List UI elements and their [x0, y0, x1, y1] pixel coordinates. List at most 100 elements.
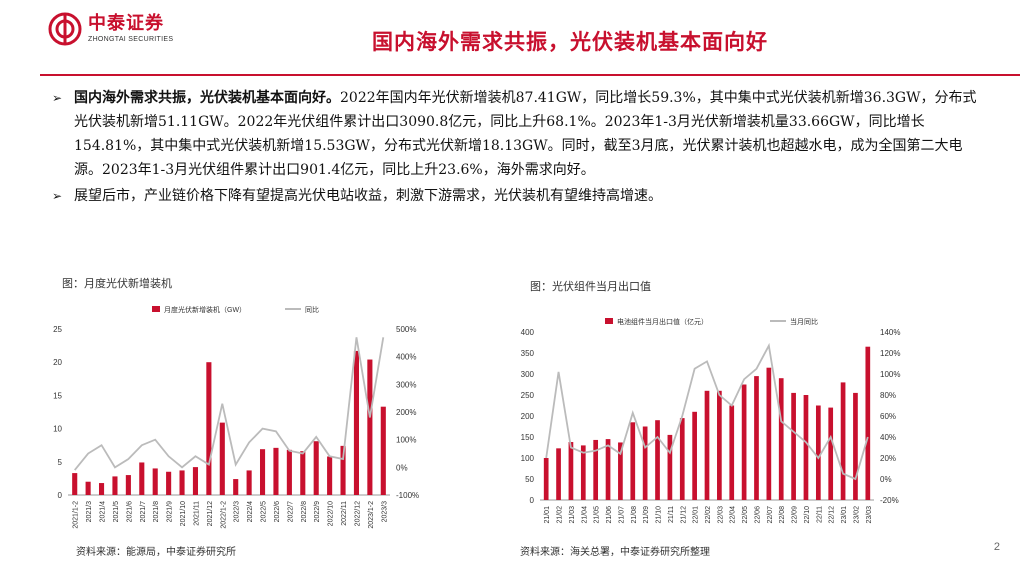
bar	[286, 449, 292, 495]
x-tick-label: 22/05	[742, 506, 749, 524]
bar	[327, 456, 333, 495]
y-left-tick-label: 10	[53, 425, 62, 434]
legend-label: 月度光伏新增装机（GW）	[164, 305, 246, 314]
bar	[630, 422, 636, 500]
bar	[219, 422, 225, 495]
bar	[717, 390, 722, 500]
x-tick-label: 22/02	[705, 506, 712, 524]
logo-name-cn: 中泰证券	[88, 13, 164, 34]
x-tick-label: 22/10	[804, 506, 811, 524]
legend-bar-swatch	[152, 306, 160, 312]
chart-title: 图：月度光伏新增装机	[62, 277, 172, 290]
x-tick-label: 2021/9	[167, 501, 174, 523]
y-left-tick-label: 0	[530, 496, 535, 505]
bar	[568, 442, 574, 500]
x-tick-label: 2021/12	[207, 501, 214, 526]
y-right-tick-label: 400%	[396, 353, 416, 362]
title-divider	[40, 74, 1020, 76]
bullet-item: ➢ 国内海外需求共振，光伏装机基本面向好。2022年国内年光伏新增装机87.41…	[52, 86, 982, 182]
bar	[206, 362, 212, 495]
x-tick-label: 2022/11	[341, 501, 348, 526]
y-right-tick-label: 200%	[396, 408, 416, 417]
x-tick-label: 2022/10	[328, 501, 335, 526]
y-left-tick-label: 100	[521, 454, 535, 463]
bar	[605, 439, 611, 500]
monthly-installation-chart: 月度光伏新增装机（GW） 同比 0 5 10 15 20 25 -100% 0% 100% 200% 3…	[53, 305, 419, 529]
x-tick-label: 2022/12	[354, 501, 361, 526]
bullet-list: ➢ 国内海外需求共振，光伏装机基本面向好。2022年国内年光伏新增装机87.41…	[52, 86, 982, 210]
y-right-tick-label: 500%	[396, 325, 416, 334]
x-tick-label: 2021/5	[113, 501, 120, 523]
y-left-tick-label: 15	[53, 391, 62, 400]
y-right-tick-label: -100%	[396, 491, 419, 500]
bar	[593, 439, 599, 500]
y-left-tick-label: 250	[521, 391, 535, 400]
bar	[152, 468, 158, 495]
bar	[865, 346, 871, 500]
bar	[791, 392, 796, 500]
x-tick-label: 21/08	[631, 506, 638, 524]
zhongtai-logo-icon	[48, 12, 82, 46]
x-tick-label: 22/06	[754, 506, 761, 524]
y-left-tick-label: 150	[521, 433, 535, 442]
bar	[273, 447, 279, 495]
arrow-bullet-icon: ➢	[52, 189, 63, 203]
bar	[125, 475, 131, 495]
x-tick-label: 21/03	[569, 506, 576, 524]
yoy-line	[545, 342, 869, 481]
y-right-tick-label: 100%	[396, 436, 416, 445]
x-tick-label: 2021/11	[193, 501, 200, 526]
x-tick-label: 21/09	[643, 506, 650, 524]
y-right-tick-label: 100%	[880, 370, 900, 379]
x-tick-label: 2022/1-2	[220, 501, 227, 529]
x-tick-label: 21/04	[581, 506, 588, 524]
bar	[741, 384, 747, 500]
bar	[580, 445, 586, 500]
y-right-tick-label: 20%	[880, 454, 896, 463]
x-tick-label: 2023/1-2	[368, 501, 375, 529]
x-tick-label: 21/01	[544, 506, 551, 524]
bar	[367, 359, 373, 495]
bar	[803, 395, 809, 500]
bullet-text: 展望后市，产业链价格下降有望提高光伏电站收益，刺激下游需求，光伏装机有望维持高增…	[74, 188, 662, 204]
y-right-tick-label: 40%	[880, 433, 896, 442]
arrow-bullet-icon: ➢	[52, 91, 63, 105]
bar	[246, 470, 252, 495]
x-tick-label: 2022/8	[301, 501, 308, 523]
x-tick-label: 22/03	[717, 506, 724, 524]
bar	[556, 448, 561, 500]
bar	[704, 390, 710, 500]
y-left-tick-label: 50	[525, 475, 534, 484]
y-right-tick-label: 300%	[396, 380, 416, 389]
x-tick-label: 2022/9	[314, 501, 321, 523]
y-right-tick-label: 120%	[880, 349, 900, 358]
y-right-tick-label: 80%	[880, 391, 896, 400]
x-tick-label: 22/09	[792, 506, 799, 524]
legend-label: 电池组件当月出口值（亿元）	[617, 317, 708, 326]
x-tick-label: 2021/3	[86, 501, 93, 523]
bar	[353, 350, 360, 495]
y-left-tick-label: 400	[521, 328, 535, 337]
x-tick-label: 2022/7	[287, 501, 294, 523]
x-tick-label: 22/08	[779, 506, 786, 524]
bar	[112, 476, 118, 495]
y-right-tick-label: -20%	[880, 496, 899, 505]
chart-source: 资料来源：海关总署，中泰证券研究所整理	[520, 547, 710, 558]
bar	[667, 434, 673, 500]
bar	[380, 406, 386, 495]
bar	[85, 481, 91, 495]
bar	[840, 382, 846, 500]
bar	[655, 420, 660, 500]
x-tick-label: 22/04	[730, 506, 737, 524]
bar	[766, 367, 772, 500]
bar	[233, 479, 239, 495]
bar	[259, 449, 266, 495]
bullet-lead: 国内海外需求共振，光伏装机基本面向好。	[74, 90, 340, 106]
x-tick-label: 23/01	[841, 506, 848, 524]
legend-label: 同比	[305, 305, 319, 314]
y-right-tick-label: 0%	[396, 463, 408, 472]
x-tick-label: 21/12	[680, 506, 687, 524]
bar	[98, 483, 105, 495]
bullet-item: ➢ 展望后市，产业链价格下降有望提高光伏电站收益，刺激下游需求，光伏装机有望维持…	[52, 184, 982, 208]
legend-label: 当月同比	[790, 317, 818, 326]
